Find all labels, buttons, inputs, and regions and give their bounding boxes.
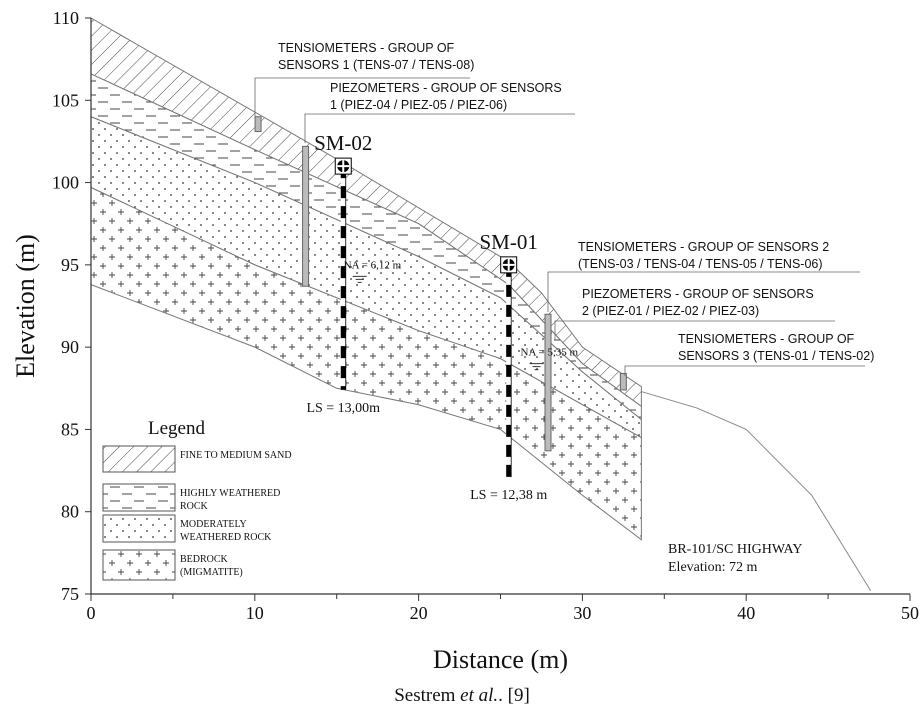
legend-label: HIGHLY WEATHERED bbox=[180, 488, 280, 499]
borehole-depth: LS = 12,38 m bbox=[470, 488, 547, 503]
caption-part: et al. bbox=[460, 685, 498, 706]
annotation: (TENS-03 / TENS-04 / TENS-05 / TENS-06) bbox=[578, 257, 823, 271]
sensor bbox=[255, 117, 261, 132]
annotation: TENSIOMETERS - GROUP OF bbox=[678, 332, 855, 346]
annotation: 1 (PIEZ-04 / PIEZ-05 / PIEZ-06) bbox=[330, 98, 507, 112]
caption: Sestrem et al.. [9] bbox=[394, 685, 530, 706]
annotation: SENSORS 1 (TENS-07 / TENS-08) bbox=[278, 58, 474, 72]
legend-swatch bbox=[103, 550, 175, 580]
legend-label: ROCK bbox=[180, 501, 209, 512]
figure: 75 80 85 90 95 100 105 110 0 10 20 30 40 50 Distance (… bbox=[0, 0, 924, 711]
y-tick-label: 100 bbox=[52, 173, 79, 193]
y-axis-label: Elevation (m) bbox=[11, 234, 40, 378]
borehole-name: SM-01 bbox=[480, 230, 538, 254]
sensor bbox=[303, 146, 309, 286]
sensor bbox=[545, 314, 551, 451]
x-tick-label: 10 bbox=[246, 603, 264, 623]
y-tick-label: 110 bbox=[53, 8, 79, 28]
x-tick-label: 0 bbox=[87, 603, 96, 623]
leader-line bbox=[625, 366, 865, 376]
legend-swatch bbox=[103, 515, 175, 542]
annotation: PIEZOMETERS - GROUP OF SENSORS bbox=[582, 287, 814, 301]
y-tick-label: 85 bbox=[61, 419, 79, 439]
caption-part: Sestrem bbox=[394, 685, 460, 706]
highway-label: Elevation: 72 m bbox=[668, 560, 758, 575]
x-tick-label: 40 bbox=[737, 603, 755, 623]
legend-label: WEATHERED ROCK bbox=[180, 532, 272, 543]
legend-swatch bbox=[103, 446, 175, 472]
water-level-label: NA = 6,12 m bbox=[344, 259, 402, 271]
x-tick-label: 20 bbox=[410, 603, 428, 623]
caption-part: . [9] bbox=[498, 685, 530, 706]
borehole-depth: LS = 13,00m bbox=[306, 401, 380, 416]
legend-label: BEDROCK bbox=[180, 554, 229, 565]
borehole-name: SM-02 bbox=[314, 131, 372, 155]
water-level-label: NA = 5,35 m bbox=[521, 347, 579, 359]
y-tick-label: 80 bbox=[61, 502, 79, 522]
annotation: SENSORS 3 (TENS-01 / TENS-02) bbox=[678, 349, 874, 363]
annotation: TENSIOMETERS - GROUP OF bbox=[278, 41, 455, 55]
legend-label: FINE TO MEDIUM SAND bbox=[180, 450, 292, 461]
x-axis-label: Distance (m) bbox=[433, 645, 568, 674]
highway-label: BR-101/SC HIGHWAY bbox=[668, 542, 802, 557]
y-tick-label: 105 bbox=[52, 90, 79, 110]
sensor bbox=[620, 373, 626, 389]
x-tick-label: 30 bbox=[573, 603, 591, 623]
annotation: 2 (PIEZ-01 / PIEZ-02 / PIEZ-03) bbox=[582, 304, 759, 318]
legend-label: (MIGMATITE) bbox=[180, 567, 243, 578]
annotation: PIEZOMETERS - GROUP OF SENSORS bbox=[330, 81, 562, 95]
legend-swatch bbox=[103, 484, 175, 511]
annotation: TENSIOMETERS - GROUP OF SENSORS 2 bbox=[578, 240, 829, 254]
legend-label: MODERATELY bbox=[180, 519, 247, 530]
y-tick-label: 90 bbox=[61, 337, 79, 357]
legend-title: Legend bbox=[148, 418, 205, 439]
y-tick-label: 95 bbox=[61, 255, 79, 275]
y-tick-label: 75 bbox=[61, 584, 79, 604]
x-tick-label: 50 bbox=[901, 603, 919, 623]
